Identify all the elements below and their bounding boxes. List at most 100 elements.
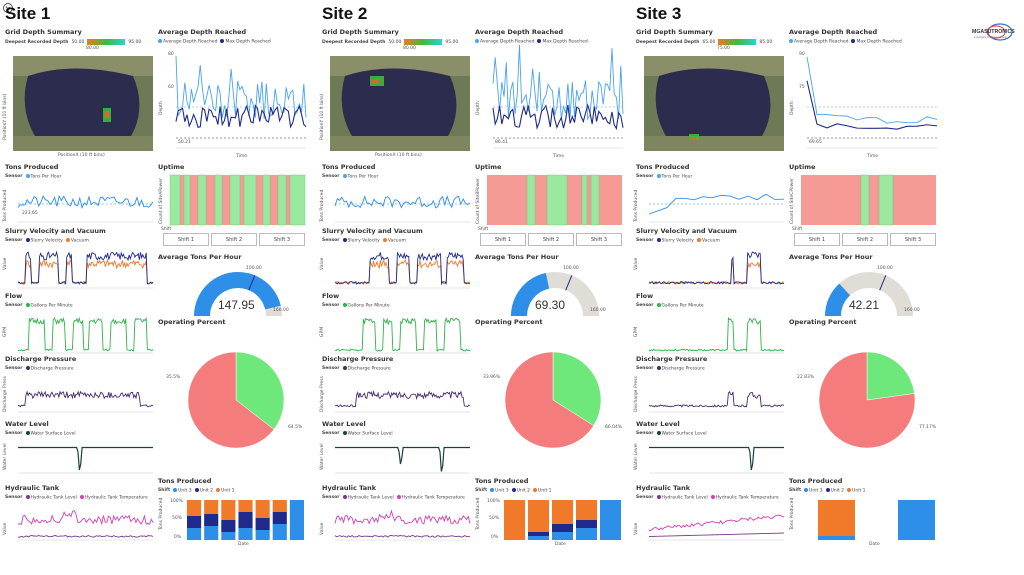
avg-depth-chart[interactable] — [806, 52, 938, 149]
stacked-bar-segment — [238, 528, 253, 540]
legend-item[interactable]: Vacuum — [696, 238, 720, 244]
x-axis-label: Date — [555, 542, 566, 547]
operating-percent-pie[interactable] — [817, 350, 917, 450]
legend-item[interactable]: Water Surface Level — [656, 431, 707, 437]
legend-item[interactable]: Unit 3 — [804, 488, 823, 494]
gradient-bar — [404, 39, 443, 45]
legend-item[interactable]: Vacuum — [65, 238, 89, 244]
y-tick: 60 — [168, 85, 174, 90]
avg-depth-chart[interactable] — [175, 52, 307, 149]
aerial-map[interactable] — [644, 56, 784, 151]
shift-button-2[interactable]: Shift 2 — [211, 233, 257, 246]
shift-button-2[interactable]: Shift 2 — [842, 233, 888, 246]
tons-line-chart[interactable] — [17, 182, 154, 223]
hydraulic-chart[interactable] — [334, 505, 471, 541]
aerial-map[interactable] — [330, 56, 470, 151]
legend-item[interactable]: Hydraulic Tank Temperature — [79, 495, 148, 501]
tons-stacked-chart[interactable] — [186, 500, 306, 540]
tph-gauge[interactable] — [819, 268, 919, 318]
panel-title: Slurry Velocity and Vacuum — [636, 227, 737, 235]
legend-item[interactable]: Slurry Velocity — [25, 238, 63, 244]
legend-item[interactable]: Tons Per Hour — [342, 174, 378, 180]
legend-item[interactable]: Discharge Pressure — [25, 366, 74, 372]
legend-item[interactable]: Average Depth Reached — [475, 39, 534, 45]
tons-line-chart[interactable] — [334, 182, 471, 223]
pie-slice — [504, 351, 594, 449]
aerial-map[interactable] — [13, 56, 153, 151]
legend-item[interactable]: Hydraulic Tank Level — [342, 495, 394, 501]
slurry-chart[interactable] — [17, 248, 154, 289]
back-arrow-icon[interactable]: ← — [3, 3, 13, 13]
legend-item[interactable]: Gallons Per Minute — [342, 303, 390, 309]
legend-item[interactable]: Water Surface Level — [25, 431, 76, 437]
stacked-bar-segment — [576, 528, 597, 540]
legend-dot-icon — [490, 488, 495, 492]
legend-item[interactable]: Hydraulic Tank Temperature — [396, 495, 465, 501]
tph-gauge[interactable] — [188, 268, 288, 318]
uptime-chart[interactable] — [169, 174, 306, 226]
uptime-on-segment — [262, 174, 271, 226]
shift-button-3[interactable]: Shift 3 — [576, 233, 622, 246]
stacked-bar-segment — [576, 520, 597, 528]
legend-item[interactable]: Water Surface Level — [342, 431, 393, 437]
legend-item[interactable]: Average Depth Reached — [158, 39, 217, 45]
legend-item-label: Slurry Velocity — [661, 238, 694, 244]
tons-stacked-chart[interactable] — [817, 500, 937, 540]
tons-stacked-chart[interactable] — [503, 500, 623, 540]
water-level-chart[interactable] — [18, 443, 153, 474]
panel-title: Tons Produced — [5, 163, 59, 171]
shift-button-1[interactable]: Shift 1 — [794, 233, 840, 246]
legend-item[interactable]: Hydraulic Tank Temperature — [710, 495, 779, 501]
legend-item[interactable]: Slurry Velocity — [342, 238, 380, 244]
legend-item[interactable]: Vacuum — [382, 238, 406, 244]
legend-item[interactable]: Discharge Pressure — [342, 366, 391, 372]
shift-button-3[interactable]: Shift 3 — [259, 233, 305, 246]
legend-item[interactable]: Slurry Velocity — [656, 238, 694, 244]
legend-item[interactable]: Unit 1 — [216, 488, 235, 494]
legend-item[interactable]: Max Depth Reached — [220, 39, 271, 45]
legend-item[interactable]: Max Depth Reached — [851, 39, 902, 45]
water-level-chart[interactable] — [335, 443, 470, 474]
shift-button-1[interactable]: Shift 1 — [480, 233, 526, 246]
legend-item[interactable]: Unit 1 — [847, 488, 866, 494]
water-level-chart[interactable] — [649, 443, 784, 474]
discharge-chart[interactable] — [648, 378, 785, 413]
flow-chart[interactable] — [648, 313, 785, 354]
legend-item[interactable]: Unit 2 — [825, 488, 844, 494]
avg-depth-chart[interactable] — [492, 44, 624, 149]
legend-item[interactable]: Unit 2 — [511, 488, 530, 494]
hydraulic-chart[interactable] — [17, 505, 154, 541]
uptime-chart[interactable] — [801, 174, 936, 226]
legend: Average Depth Reached Max Depth Reached — [158, 39, 271, 45]
panel-title: Tons Produced — [636, 163, 690, 171]
operating-percent-pie[interactable] — [503, 350, 603, 450]
discharge-chart[interactable] — [334, 378, 471, 413]
legend-item[interactable]: Hydraulic Tank Level — [656, 495, 708, 501]
hydraulic-chart[interactable] — [648, 505, 785, 541]
legend-item[interactable]: Unit 1 — [533, 488, 552, 494]
shift-button-3[interactable]: Shift 3 — [890, 233, 936, 246]
flow-chart[interactable] — [17, 313, 154, 354]
legend-item[interactable]: Discharge Pressure — [656, 366, 705, 372]
slurry-chart[interactable] — [648, 248, 785, 289]
legend-item[interactable]: Tons Per Hour — [656, 174, 692, 180]
shift-button-2[interactable]: Shift 2 — [528, 233, 574, 246]
legend-item[interactable]: Hydraulic Tank Level — [25, 495, 77, 501]
legend-item[interactable]: Gallons Per Minute — [25, 303, 73, 309]
y-tick: 50% — [172, 516, 183, 521]
tons-line-chart[interactable] — [648, 182, 785, 223]
legend-item[interactable]: Unit 2 — [194, 488, 213, 494]
discharge-chart[interactable] — [17, 378, 154, 413]
legend-item[interactable]: Max Depth Reached — [537, 39, 588, 45]
legend-item[interactable]: Gallons Per Minute — [656, 303, 704, 309]
legend-item[interactable]: Unit 3 — [173, 488, 192, 494]
legend-item[interactable]: Tons Per Hour — [25, 174, 61, 180]
legend-item[interactable]: Unit 3 — [490, 488, 509, 494]
tph-gauge[interactable] — [505, 268, 605, 318]
slurry-chart[interactable] — [334, 248, 471, 289]
operating-percent-pie[interactable] — [186, 350, 286, 450]
shift-button-1[interactable]: Shift 1 — [163, 233, 209, 246]
legend-item[interactable]: Average Depth Reached — [789, 39, 848, 45]
uptime-chart[interactable] — [487, 174, 622, 226]
flow-chart[interactable] — [334, 313, 471, 354]
